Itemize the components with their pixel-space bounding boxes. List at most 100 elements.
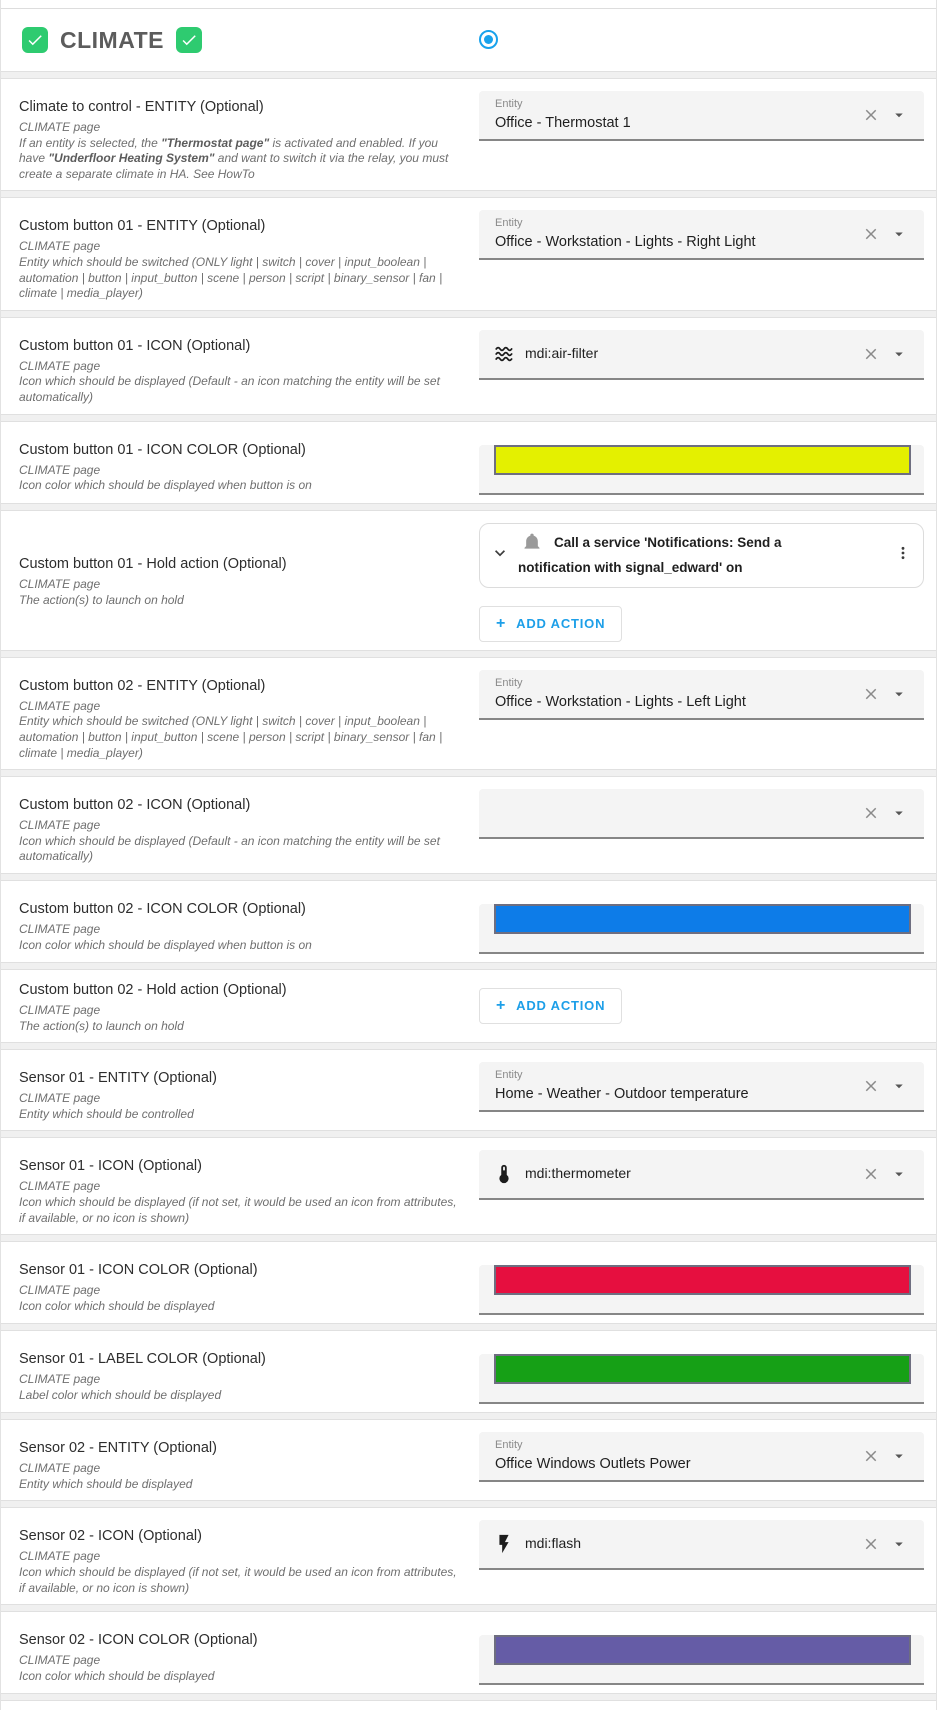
row-title: Custom button 01 - Hold action (Optional…	[19, 556, 287, 573]
notification-icon	[518, 533, 554, 550]
row-label-block: Custom button 02 - Hold action (Optional…	[19, 982, 479, 1034]
row-description: Icon which should be displayed (Default …	[19, 374, 440, 404]
row-subtitle: CLIMATE page	[19, 462, 101, 477]
dropdown-arrow-icon[interactable]	[890, 685, 908, 708]
action-card[interactable]: Call a service 'Notifications: Send a no…	[479, 522, 924, 588]
icon-select[interactable]	[479, 789, 924, 840]
dropdown-arrow-icon[interactable]	[890, 1535, 908, 1558]
config-row: Custom button 01 - ICON (Optional) CLIMAT…	[1, 317, 936, 414]
dropdown-arrow-icon[interactable]	[890, 106, 908, 129]
dropdown-arrow-icon[interactable]	[890, 1165, 908, 1188]
row-control: mdi:air-filter	[479, 329, 924, 406]
row-subtitle: CLIMATE page	[19, 1549, 101, 1564]
config-row: Sensor 02 - ENTITY (Optional) CLIMATE pag…	[1, 1420, 936, 1501]
row-control: + ADD ACTION	[479, 982, 924, 1034]
row-control: mdi:flash	[479, 1520, 924, 1596]
color-swatch	[494, 903, 911, 934]
color-swatch-input[interactable]	[479, 444, 924, 495]
row-description: Entity which should be switched (ONLY li…	[19, 714, 443, 760]
entity-field-label: Entity	[495, 676, 523, 689]
icon-select[interactable]: mdi:air-filter	[479, 329, 924, 380]
color-swatch-input[interactable]	[479, 903, 924, 954]
row-subtitle: CLIMATE page	[19, 577, 101, 592]
row-divider	[1, 769, 936, 778]
entity-field-label: Entity	[495, 1069, 523, 1082]
dropdown-arrow-icon[interactable]	[890, 804, 908, 827]
config-row: Custom button 02 - Hold action (Optional…	[1, 969, 936, 1043]
config-rows: Climate to control - ENTITY (Optional) CL…	[1, 71, 936, 1710]
row-title: Sensor 02 - ICON (Optional)	[19, 1528, 202, 1545]
dropdown-arrow-icon[interactable]	[890, 345, 908, 368]
row-label-block: Sensor 02 - ICON COLOR (Optional) CLIMATE…	[19, 1624, 479, 1685]
row-label-block: Custom button 01 - ICON (Optional) CLIMAT…	[19, 330, 479, 406]
add-action-button[interactable]: + ADD ACTION	[479, 605, 623, 642]
config-row: Custom button 02 - ENTITY (Optional) CLIM…	[1, 657, 936, 770]
row-divider	[1, 649, 936, 658]
row-description: Label color which should be displayed	[19, 1387, 222, 1402]
row-title: Custom button 02 - ICON (Optional)	[19, 797, 251, 814]
dropdown-arrow-icon[interactable]	[890, 1077, 908, 1100]
clear-icon[interactable]	[862, 1165, 880, 1188]
add-action-button[interactable]: + ADD ACTION	[479, 987, 623, 1024]
color-swatch-input[interactable]	[479, 1635, 924, 1686]
row-subtitle: CLIMATE page	[19, 358, 101, 373]
row-divider	[1, 190, 936, 199]
row-description: Icon color which should be displayed	[19, 1668, 215, 1683]
row-label-block: Sensor 02 - ENTITY (Optional) CLIMATE pag…	[19, 1432, 479, 1492]
entity-select[interactable]: Entity Office Windows Outlets Power	[479, 1432, 924, 1483]
color-swatch-input[interactable]	[479, 1265, 924, 1316]
entity-field-label: Entity	[495, 217, 523, 230]
row-control: Entity Office - Thermostat 1	[479, 91, 924, 182]
entity-select[interactable]: Entity Office - Workstation - Lights - Le…	[479, 669, 924, 720]
row-description: Entity which should be displayed	[19, 1476, 193, 1491]
row-subtitle: CLIMATE page	[19, 1179, 101, 1194]
color-swatch	[494, 444, 911, 475]
clear-icon[interactable]	[862, 1535, 880, 1558]
green-checkbox-icon	[176, 27, 203, 53]
row-description: If an entity is selected, the "Thermosta…	[19, 135, 449, 181]
color-swatch-input[interactable]	[479, 1354, 924, 1405]
clear-icon[interactable]	[862, 345, 880, 368]
clear-icon[interactable]	[862, 1077, 880, 1100]
selected-radio-button[interactable]	[479, 30, 498, 49]
row-divider	[1, 1604, 936, 1613]
top-strip	[1, 0, 936, 9]
row-title: Custom button 01 - ENTITY (Optional)	[19, 218, 266, 235]
row-description: Icon color which should be displayed	[19, 1298, 215, 1313]
entity-field-label: Entity	[495, 98, 523, 110]
row-subtitle: CLIMATE page	[19, 1002, 101, 1017]
row-title: Sensor 01 - ICON (Optional)	[19, 1158, 202, 1175]
chevron-down-icon[interactable]	[490, 543, 510, 568]
row-title: Sensor 01 - LABEL COLOR (Optional)	[19, 1351, 266, 1368]
clear-icon[interactable]	[862, 804, 880, 827]
icon-select[interactable]: mdi:thermometer	[479, 1150, 924, 1201]
clear-icon[interactable]	[862, 225, 880, 248]
dropdown-arrow-icon[interactable]	[890, 1447, 908, 1470]
row-subtitle: CLIMATE page	[19, 698, 101, 713]
row-description: The action(s) to launch on hold	[19, 1018, 184, 1033]
row-title: Sensor 01 - ICON COLOR (Optional)	[19, 1262, 258, 1279]
clear-icon[interactable]	[862, 106, 880, 129]
row-title: Custom button 02 - ENTITY (Optional)	[19, 677, 266, 694]
row-title: Custom button 02 - Hold action (Optional…	[19, 981, 287, 998]
row-label-block: Sensor 01 - ICON (Optional) CLIMATE page I…	[19, 1150, 479, 1226]
row-label-block: Custom button 01 - ICON COLOR (Optional)…	[19, 434, 479, 495]
entity-select[interactable]: Entity Home - Weather - Outdoor temperatu…	[479, 1062, 924, 1113]
row-description: Icon which should be displayed (if not s…	[19, 1564, 457, 1595]
row-label-block: Custom button 01 - Hold action (Optional…	[19, 556, 479, 608]
clear-icon[interactable]	[862, 685, 880, 708]
more-options-icon[interactable]	[891, 541, 915, 570]
entity-select[interactable]: Entity Office - Workstation - Lights - Ri…	[479, 210, 924, 261]
row-title: Sensor 02 - ICON COLOR (Optional)	[19, 1632, 258, 1649]
clear-icon[interactable]	[862, 1447, 880, 1470]
row-control: Entity Office Windows Outlets Power	[479, 1432, 924, 1492]
add-action-label: ADD ACTION	[516, 616, 606, 632]
row-label-block: Sensor 02 - ICON (Optional) CLIMATE page I…	[19, 1520, 479, 1596]
entity-select[interactable]: Entity Office - Thermostat 1	[479, 91, 924, 141]
plus-icon: +	[496, 614, 507, 632]
dropdown-arrow-icon[interactable]	[890, 225, 908, 248]
icon-select[interactable]: mdi:flash	[479, 1520, 924, 1571]
row-divider	[1, 1042, 936, 1051]
config-row: Sensor 02 - LABEL COLOR (Optional)CLIMAT…	[1, 1701, 936, 1710]
